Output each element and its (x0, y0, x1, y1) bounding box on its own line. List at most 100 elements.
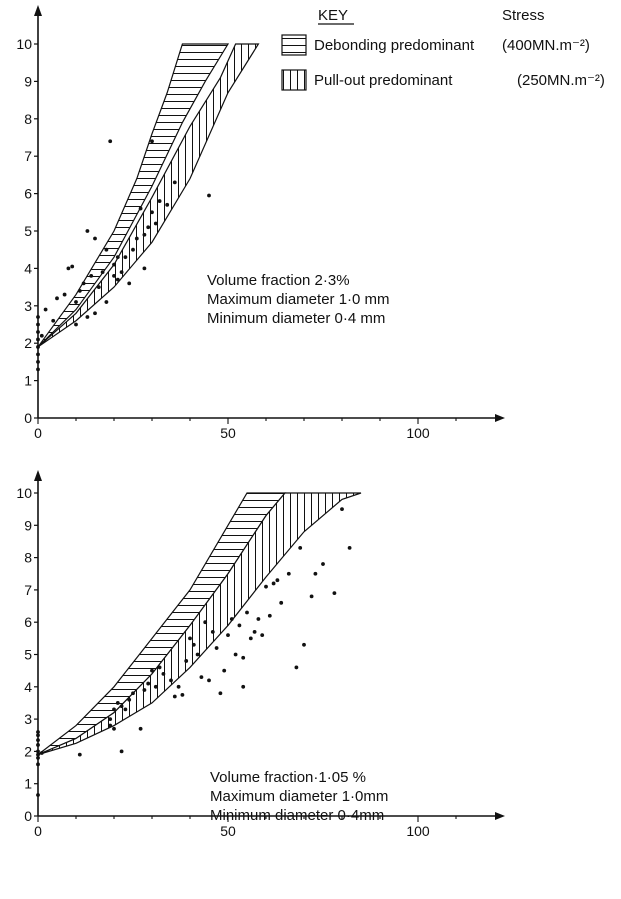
bottom-data-point (176, 684, 181, 689)
top-data-point (70, 264, 75, 269)
top-data-point (74, 322, 78, 327)
bottom-data-point (222, 668, 227, 673)
top-data-point (172, 180, 177, 185)
chart-bottom-bands (37, 492, 362, 756)
top-data-point (142, 232, 147, 237)
bottom-data-point (275, 578, 280, 583)
bottom-data-point (286, 571, 291, 576)
bottom-data-point (188, 636, 192, 641)
bottom-data-point (157, 665, 162, 670)
bottom-data-point (119, 749, 124, 754)
top-y-tick-label: 5 (24, 223, 32, 239)
bottom-y-tick-label: 1 (24, 776, 32, 792)
bottom-data-point (172, 694, 177, 699)
bottom-band-pullout (37, 492, 362, 756)
bottom-data-point (138, 726, 143, 731)
bottom-data-point (298, 546, 303, 550)
top-data-point (127, 281, 132, 286)
top-data-point (115, 277, 120, 282)
top-data-point (93, 236, 97, 241)
top-data-point (85, 315, 90, 319)
bottom-data-point (267, 613, 272, 618)
bottom-data-point (169, 678, 173, 683)
top-data-point (74, 300, 78, 304)
top-data-point (150, 139, 154, 144)
bottom-y-tick-label: 0 (24, 808, 32, 824)
bottom-y-axis-arrow (34, 470, 42, 481)
bottom-data-point (264, 584, 268, 589)
top-data-point (77, 288, 82, 293)
bottom-data-point (237, 623, 242, 628)
top-data-point (108, 139, 113, 144)
top-y-tick-label: 2 (24, 335, 32, 351)
bottom-data-point (119, 704, 124, 709)
top-band-debonding (37, 43, 230, 348)
bottom-data-point (248, 636, 253, 641)
top-annotation-line: Maximum diameter 1·0 mm (207, 291, 390, 308)
top-data-point (165, 202, 170, 207)
top-data-point (93, 311, 97, 316)
top-data-point (123, 255, 128, 260)
bottom-data-point (271, 581, 276, 586)
bottom-y-tick-label: 3 (24, 711, 32, 727)
top-band-pullout (37, 43, 260, 348)
bottom-data-point (321, 562, 325, 566)
top-data-point (43, 307, 48, 312)
top-data-point (85, 229, 90, 233)
bottom-data-point (245, 610, 249, 615)
bottom-x-tick-label: 100 (406, 823, 430, 839)
bottom-data-point (260, 633, 265, 638)
legend-key: KEY Stress Debonding predominant (400MN.… (281, 7, 605, 91)
top-y-tick-label: 4 (24, 260, 32, 276)
bottom-data-point (226, 633, 230, 638)
top-y-tick-label: 3 (24, 298, 32, 314)
key-stress-heading: Stress (502, 7, 545, 24)
top-data-point (112, 262, 116, 267)
bottom-y-tick-label: 5 (24, 647, 32, 663)
bottom-data-point (210, 629, 215, 634)
bottom-y-tick-label: 4 (24, 679, 32, 695)
bottom-y-tick-label: 6 (24, 614, 32, 630)
top-data-point (100, 270, 105, 275)
bottom-data-point (229, 617, 234, 621)
bottom-x-tick-label: 50 (220, 823, 236, 839)
top-data-point (134, 236, 139, 241)
bottom-x-tick-label: 0 (34, 823, 42, 839)
bottom-y-tick-label: 2 (24, 743, 32, 759)
top-x-axis-arrow (495, 414, 505, 422)
top-data-point (119, 270, 124, 275)
bottom-data-point (112, 726, 116, 731)
top-data-point (89, 273, 94, 278)
bottom-band-debonding (37, 492, 287, 756)
bottom-data-point (195, 652, 200, 657)
bottom-data-point (108, 723, 113, 728)
bottom-data-point (115, 701, 120, 705)
key-label-debonding: Debonding predominant (314, 37, 475, 54)
bottom-data-point (161, 671, 166, 676)
bottom-data-point (256, 617, 261, 621)
bottom-data-point (131, 691, 135, 696)
bottom-data-point (218, 691, 223, 696)
bottom-data-point (309, 594, 314, 599)
bottom-y-tick-label: 8 (24, 550, 32, 566)
top-data-point (138, 206, 143, 211)
bottom-data-point (191, 642, 196, 647)
top-data-point (112, 273, 116, 278)
top-data-point (51, 318, 56, 323)
bottom-data-point (347, 546, 352, 550)
bottom-data-point (294, 665, 299, 670)
bottom-data-point (203, 620, 208, 625)
key-swatch-debonding (281, 34, 307, 56)
bottom-data-point (214, 646, 219, 650)
bottom-data-point (207, 678, 211, 683)
top-annotation-line: Volume fraction 2·3% (207, 272, 350, 289)
key-label-pullout: Pull-out predominant (314, 72, 453, 89)
bottom-data-point (252, 629, 257, 634)
top-data-point (81, 281, 86, 286)
top-data-point (146, 225, 151, 230)
chart-top-bands (37, 43, 260, 348)
bottom-data-point (108, 717, 113, 721)
bottom-data-point (184, 659, 189, 663)
